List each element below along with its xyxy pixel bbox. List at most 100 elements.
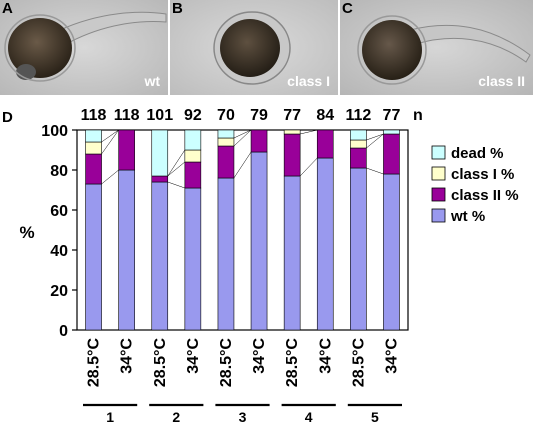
plot-frame bbox=[76, 129, 409, 331]
bar-segment bbox=[250, 151, 268, 331]
pair-connector-line bbox=[366, 133, 384, 149]
bar-segment bbox=[184, 129, 202, 151]
pair-connector-line bbox=[101, 129, 119, 143]
embryo-image-wt bbox=[0, 0, 168, 95]
group-label: 2 bbox=[172, 409, 180, 424]
bar-segment bbox=[118, 169, 135, 331]
bar-segment bbox=[151, 129, 169, 177]
x-category-label: 28.5°C bbox=[218, 338, 235, 388]
n-count-label: 77 bbox=[283, 107, 301, 124]
pair-connector-line bbox=[366, 167, 384, 175]
bar-segment bbox=[350, 139, 367, 149]
y-tick-label: 20 bbox=[50, 283, 68, 300]
n-count-label: 101 bbox=[146, 107, 173, 124]
x-category-label: 34°C bbox=[317, 338, 334, 374]
pair-connector-line bbox=[167, 181, 185, 189]
bar-segment bbox=[85, 183, 102, 331]
bar-segment bbox=[383, 133, 400, 175]
bar-segment bbox=[217, 137, 235, 147]
pair-connector-line bbox=[233, 129, 252, 139]
bar-segment bbox=[350, 147, 367, 169]
bar-segment bbox=[383, 173, 400, 331]
pair-connector-line bbox=[101, 129, 119, 155]
group-label: 4 bbox=[305, 409, 313, 424]
x-category-label: 34°C bbox=[383, 338, 400, 374]
panel-letter-c: C bbox=[342, 0, 353, 17]
panel-letter-d: D bbox=[2, 109, 13, 126]
y-tick-label: 80 bbox=[50, 163, 68, 180]
y-tick-label: 40 bbox=[50, 243, 68, 260]
group-label: 5 bbox=[371, 409, 379, 424]
chart-panel-d: D 0 20 40 60 80 100% 118 28.5°C 118 34°C 101 28.5°C 9… bbox=[0, 100, 533, 424]
y-tick-label: 0 bbox=[59, 323, 68, 340]
group-label: 3 bbox=[239, 409, 247, 424]
panel-letter-b: B bbox=[172, 0, 183, 17]
bar-segment bbox=[250, 129, 268, 153]
n-count-label: 84 bbox=[316, 107, 334, 124]
x-category-label: 34°C bbox=[119, 338, 136, 374]
n-count-label: 79 bbox=[250, 107, 268, 124]
panel-letter-a: A bbox=[2, 0, 13, 17]
bar-segment bbox=[85, 141, 102, 155]
pair-connector-line bbox=[233, 129, 252, 147]
panel-caption-a: wt bbox=[144, 73, 160, 89]
bar-segment bbox=[118, 129, 135, 171]
y-tick-label: 100 bbox=[41, 123, 68, 140]
bar-segment bbox=[85, 153, 102, 185]
pair-connector-line bbox=[299, 157, 318, 177]
bar-segment bbox=[283, 129, 301, 135]
bar-segment bbox=[85, 129, 102, 143]
y-tick-label: 60 bbox=[50, 203, 68, 220]
bar-segment bbox=[151, 175, 169, 183]
legend-label: class II % bbox=[451, 187, 519, 204]
n-count-label: 112 bbox=[345, 107, 371, 124]
y-axis-label: % bbox=[19, 223, 34, 242]
bar-segment bbox=[316, 129, 334, 159]
embryo-image-class-i bbox=[170, 0, 338, 95]
bar-segment bbox=[283, 175, 301, 331]
bar-segment bbox=[383, 129, 400, 135]
pair-connector-line bbox=[300, 129, 318, 135]
bar-segment bbox=[184, 161, 202, 189]
panel-caption-c: class II bbox=[478, 73, 525, 89]
bar-segment bbox=[283, 133, 301, 177]
pair-connector-line bbox=[366, 133, 384, 141]
n-count-label: 92 bbox=[184, 107, 202, 124]
pair-connector-line bbox=[167, 149, 186, 177]
photo-panel-b: B class I bbox=[170, 0, 338, 95]
legend-swatch bbox=[431, 166, 446, 181]
bar-segment bbox=[184, 149, 202, 163]
stacked-bar-chart: D 0 20 40 60 80 100% 118 28.5°C 118 34°C 101 28.5°C 9… bbox=[2, 107, 519, 424]
bar-segment bbox=[217, 129, 235, 139]
n-count-label: 77 bbox=[383, 107, 401, 124]
x-category-label: 28.5°C bbox=[350, 338, 367, 388]
photo-panel-a: A wt bbox=[0, 0, 168, 95]
group-label: 1 bbox=[106, 409, 114, 424]
n-count-label: 118 bbox=[81, 107, 107, 124]
panel-caption-b: class I bbox=[287, 73, 330, 89]
legend-label: class I % bbox=[451, 166, 514, 183]
pair-connector-line bbox=[167, 161, 186, 177]
pair-connector-line bbox=[233, 151, 252, 179]
n-count-label: 70 bbox=[217, 107, 235, 124]
x-category-label: 28.5°C bbox=[86, 338, 103, 388]
x-category-label: 34°C bbox=[185, 338, 202, 374]
legend-swatch bbox=[431, 145, 446, 160]
photo-panel-c: C class II bbox=[340, 0, 533, 95]
bar-segment bbox=[184, 187, 202, 331]
bar-segment bbox=[350, 167, 367, 331]
x-category-label: 34°C bbox=[251, 338, 268, 374]
legend-swatch bbox=[431, 187, 446, 202]
embryo-image-class-ii bbox=[340, 0, 533, 95]
n-count-label: 118 bbox=[114, 107, 140, 124]
legend-label: dead % bbox=[451, 145, 504, 162]
n-header-label: n bbox=[413, 107, 423, 124]
bar-segment bbox=[217, 145, 235, 179]
x-category-label: 28.5°C bbox=[152, 338, 169, 388]
x-category-label: 28.5°C bbox=[284, 338, 301, 388]
bar-segment bbox=[316, 157, 334, 331]
bar-segment bbox=[350, 129, 367, 141]
legend-label: wt % bbox=[450, 208, 485, 225]
pair-connector-line bbox=[101, 169, 119, 185]
bar-segment bbox=[217, 177, 235, 331]
